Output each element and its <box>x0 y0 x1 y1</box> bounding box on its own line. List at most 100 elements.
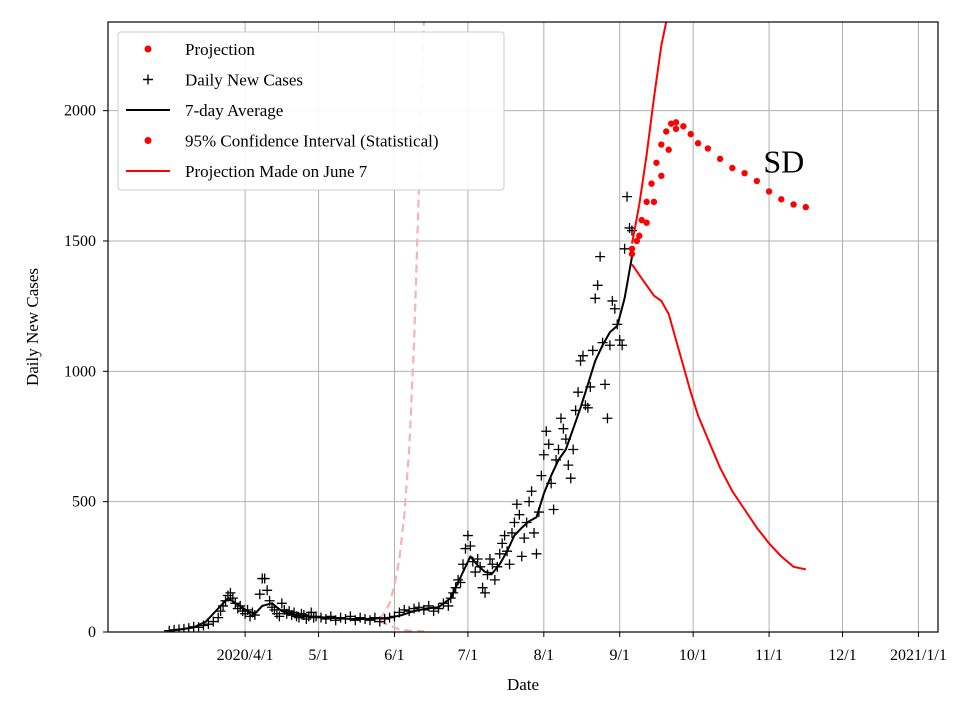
daily-case-point <box>563 460 574 471</box>
legend-label: 95% Confidence Interval (Statistical) <box>185 132 439 151</box>
daily-case-point <box>529 527 540 538</box>
daily-case-point <box>558 423 569 434</box>
projection-point <box>638 216 645 224</box>
legend-item: 7-day Average <box>126 101 283 120</box>
y-tick-label: 0 <box>88 624 96 641</box>
daily-case-point <box>592 280 603 291</box>
daily-case-point <box>262 585 273 596</box>
daily-case-point <box>575 355 586 366</box>
projection-point <box>765 188 773 195</box>
projection-point <box>680 123 687 130</box>
daily-case-point <box>524 496 535 507</box>
x-axis-label: Date <box>507 675 539 694</box>
daily-case-point <box>514 509 525 520</box>
projection-point <box>778 196 785 203</box>
x-tick-label: 6/1 <box>384 647 404 664</box>
daily-case-point <box>489 574 500 585</box>
daily-case-point <box>553 444 564 455</box>
projection-point <box>753 177 761 185</box>
daily-case-point <box>499 530 510 541</box>
y-tick-label: 1500 <box>64 233 96 250</box>
daily-case-point <box>460 543 471 554</box>
daily-case-point <box>296 608 307 619</box>
daily-case-point <box>511 499 522 510</box>
daily-case-point <box>470 567 481 578</box>
daily-case-point <box>582 402 593 413</box>
95-confidence-interval-statistical-point <box>650 198 658 206</box>
daily-case-point <box>617 340 628 351</box>
legend-item: 95% Confidence Interval (Statistical) <box>144 132 439 151</box>
daily-case-point <box>548 504 559 515</box>
projection-point <box>741 169 748 177</box>
projection-point <box>658 141 665 148</box>
daily-case-point <box>330 615 341 626</box>
95-confidence-interval-statistical-point <box>672 125 680 133</box>
legend-label: Projection Made on June 7 <box>185 162 368 181</box>
daily-case-point <box>259 573 270 584</box>
daily-case-point <box>480 587 491 598</box>
daily-case-point <box>573 387 584 398</box>
daily-case-point <box>249 610 260 621</box>
legend-label: 7-day Average <box>185 101 283 120</box>
daily-case-point <box>465 540 476 551</box>
daily-case-point <box>213 612 224 623</box>
legend-dot-marker <box>144 45 152 53</box>
x-tick-label: 7/1 <box>458 647 478 664</box>
june-7-projection-faded-upper-line <box>378 22 425 620</box>
daily-case-point <box>555 413 566 424</box>
projection-point <box>790 201 797 208</box>
projection-point <box>687 130 694 138</box>
daily-case-point <box>619 243 630 254</box>
daily-case-point <box>602 413 613 424</box>
daily-case-point <box>538 449 549 460</box>
daily-case-point <box>526 486 537 497</box>
daily-case-point <box>609 303 620 314</box>
daily-case-point <box>536 470 547 481</box>
daily-case-point <box>482 569 493 580</box>
projection-point <box>653 159 660 166</box>
daily-case-point <box>509 517 520 528</box>
daily-case-point <box>477 582 488 593</box>
daily-case-point <box>472 554 483 565</box>
daily-case-point <box>504 559 515 570</box>
daily-case-point <box>215 606 226 617</box>
daily-case-point <box>543 439 554 450</box>
y-tick-label: 1000 <box>64 363 96 380</box>
x-tick-label: 10/1 <box>679 647 707 664</box>
x-tick-label: 8/1 <box>534 647 554 664</box>
95-confidence-interval-statistical-point <box>628 245 636 252</box>
daily-case-point <box>274 611 285 622</box>
daily-case-point <box>320 613 331 624</box>
95-confidence-interval-statistical-point <box>643 219 650 226</box>
daily-case-point <box>225 587 236 598</box>
plot-series <box>164 22 809 632</box>
7-day-average-line <box>169 256 633 632</box>
projection-point <box>648 180 655 187</box>
legend-item: Projection <box>144 40 255 59</box>
daily-case-point <box>497 538 508 549</box>
daily-case-point <box>271 608 282 619</box>
axis-ticks: 2020/4/1 5/1 6/1 7/1 8/1 9/1 10/1 11/1 12/1 2021/… <box>64 103 947 664</box>
daily-case-point <box>443 600 454 611</box>
legend-item: Daily New Cases <box>143 71 303 90</box>
daily-case-point <box>276 598 287 609</box>
daily-case-point <box>600 379 611 390</box>
legend: Projection Daily New Cases 7-day Average 95… <box>117 31 505 191</box>
x-tick-label: 11/1 <box>755 647 783 664</box>
x-tick-label: 5/1 <box>308 647 328 664</box>
daily-case-point <box>541 426 552 437</box>
projection-point <box>667 120 675 127</box>
daily-case-point <box>350 615 361 626</box>
daily-case-point <box>531 548 542 559</box>
legend-plus-marker <box>143 74 153 85</box>
projection-point <box>643 198 650 206</box>
daily-case-point <box>614 335 625 346</box>
daily-case-point <box>587 345 598 356</box>
upper-bound-line <box>631 22 668 244</box>
plot-frame <box>107 21 939 633</box>
sd-annotation: SD <box>763 144 804 180</box>
daily-case-point <box>399 604 410 615</box>
projection-point <box>633 237 641 245</box>
y-tick-label: 2000 <box>64 103 96 120</box>
